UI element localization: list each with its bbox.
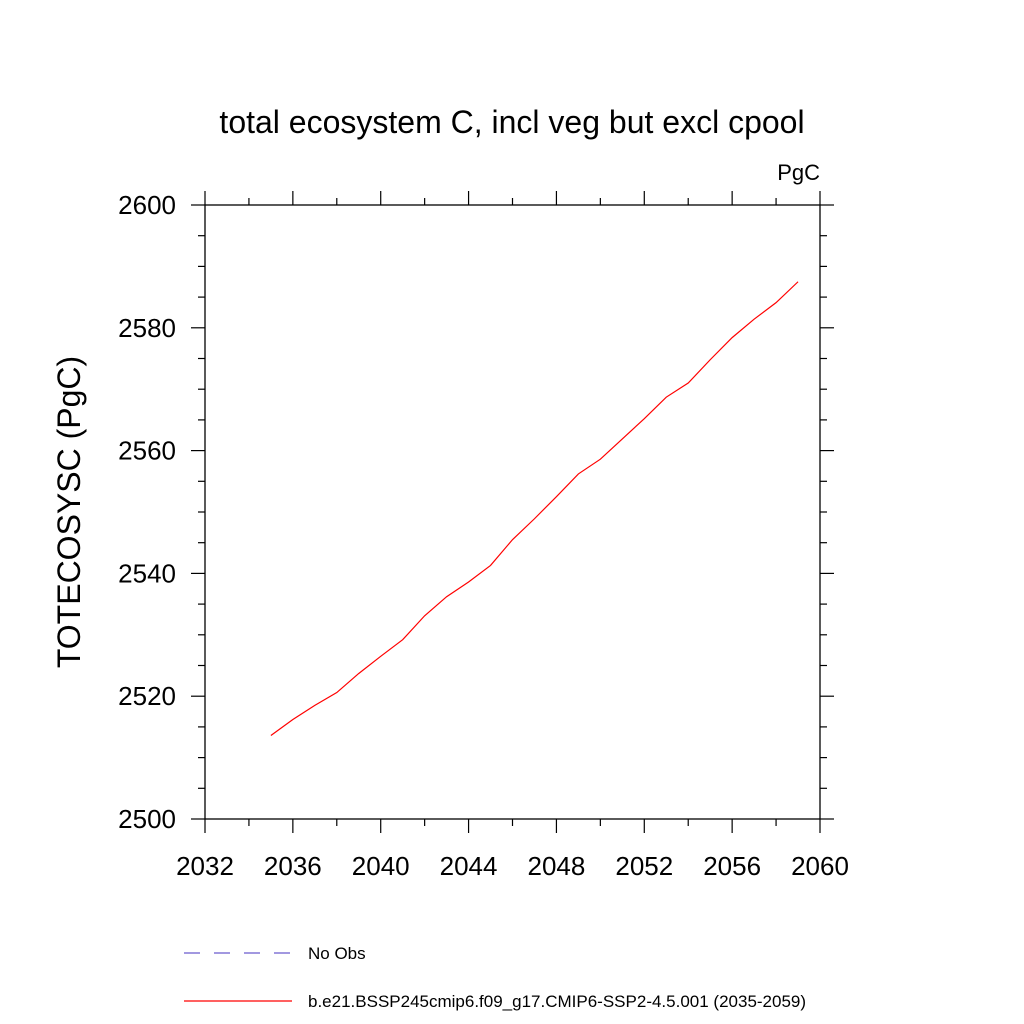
y-tick-label: 2540 — [118, 558, 176, 588]
series-line — [270, 281, 799, 736]
units-label: PgC — [777, 160, 820, 185]
axis-ticks: 2032 2036 2040 2044 2048 2052 2056 2060 2500 2520… — [118, 190, 849, 881]
x-tick-label: 2040 — [352, 851, 410, 881]
y-axis-label: TOTECOSYSC (PgC) — [51, 356, 87, 668]
plot-frame — [204, 204, 821, 820]
legend-label: No Obs — [308, 944, 366, 963]
legend-label: b.e21.BSSP245cmip6.f09_g17.CMIP6-SSP2-4.… — [308, 992, 806, 1011]
y-tick-label: 2520 — [118, 681, 176, 711]
x-tick-label: 2060 — [791, 851, 849, 881]
y-tick-label: 2600 — [118, 190, 176, 220]
x-tick-label: 2056 — [703, 851, 761, 881]
chart-title: total ecosystem C, incl veg but excl cpo… — [219, 104, 804, 140]
y-tick-label: 2580 — [118, 313, 176, 343]
x-tick-label: 2044 — [440, 851, 498, 881]
series-layer — [270, 281, 799, 736]
x-tick-label: 2052 — [615, 851, 673, 881]
y-tick-label: 2500 — [118, 804, 176, 834]
x-tick-label: 2048 — [528, 851, 586, 881]
legend: No Obs b.e21.BSSP245cmip6.f09_g17.CMIP6-S… — [184, 944, 806, 1011]
y-tick-label: 2560 — [118, 436, 176, 466]
x-tick-label: 2032 — [176, 851, 234, 881]
x-tick-label: 2036 — [264, 851, 322, 881]
